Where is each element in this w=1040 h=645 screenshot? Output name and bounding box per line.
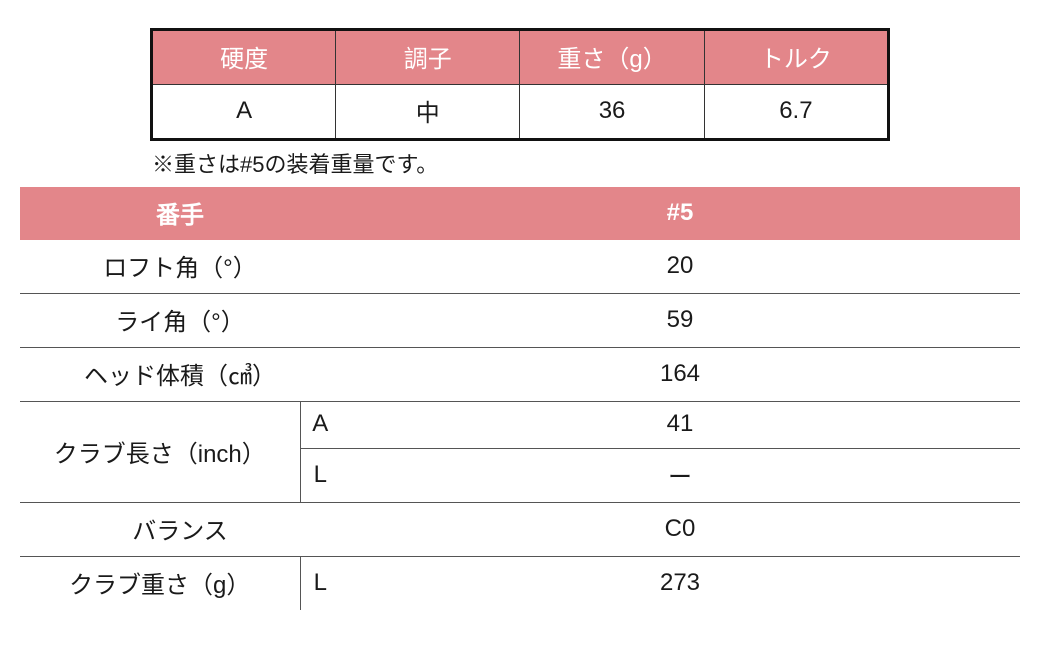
row-volume: ヘッド体積（㎤） 164 xyxy=(20,348,1020,402)
col-hardness: 硬度 xyxy=(152,30,336,85)
sub-club-weight: L xyxy=(300,557,340,611)
header-value: #5 xyxy=(340,187,1020,240)
label-length: クラブ長さ（inch） xyxy=(20,402,300,503)
col-kickpoint: 調子 xyxy=(336,30,520,85)
table-row: 番手 #5 xyxy=(20,187,1020,240)
header-label: 番手 xyxy=(20,187,340,240)
row-loft: ロフト角（°） 20 xyxy=(20,240,1020,294)
value-balance: C0 xyxy=(340,503,1020,557)
val-kickpoint: 中 xyxy=(336,85,520,140)
value-length-l: ー xyxy=(340,449,1020,503)
val-weight: 36 xyxy=(520,85,704,140)
table-row: 硬度 調子 重さ（g） トルク xyxy=(152,30,889,85)
label-club-weight: クラブ重さ（g） xyxy=(20,557,300,611)
value-club-weight: 273 xyxy=(340,557,1020,611)
val-torque: 6.7 xyxy=(704,85,888,140)
value-lie: 59 xyxy=(340,294,1020,348)
label-lie: ライ角（°） xyxy=(20,294,340,348)
row-length-a: クラブ長さ（inch） A 41 xyxy=(20,402,1020,449)
label-balance: バランス xyxy=(20,503,340,557)
col-torque: トルク xyxy=(704,30,888,85)
row-balance: バランス C0 xyxy=(20,503,1020,557)
shaft-spec-table: 硬度 調子 重さ（g） トルク A 中 36 6.7 xyxy=(150,28,890,141)
row-lie: ライ角（°） 59 xyxy=(20,294,1020,348)
col-weight: 重さ（g） xyxy=(520,30,704,85)
label-volume: ヘッド体積（㎤） xyxy=(20,348,340,402)
value-loft: 20 xyxy=(340,240,1020,294)
table-row: A 中 36 6.7 xyxy=(152,85,889,140)
val-hardness: A xyxy=(152,85,336,140)
sub-length-l: L xyxy=(300,449,340,503)
row-club-weight: クラブ重さ（g） L 273 xyxy=(20,557,1020,611)
weight-note: ※重さは#5の装着重量です。 xyxy=(150,147,890,179)
club-spec-table: 番手 #5 ロフト角（°） 20 ライ角（°） 59 ヘッド体積（㎤） 164 … xyxy=(20,187,1020,610)
label-loft: ロフト角（°） xyxy=(20,240,340,294)
sub-length-a: A xyxy=(300,402,340,449)
value-volume: 164 xyxy=(340,348,1020,402)
value-length-a: 41 xyxy=(340,402,1020,449)
